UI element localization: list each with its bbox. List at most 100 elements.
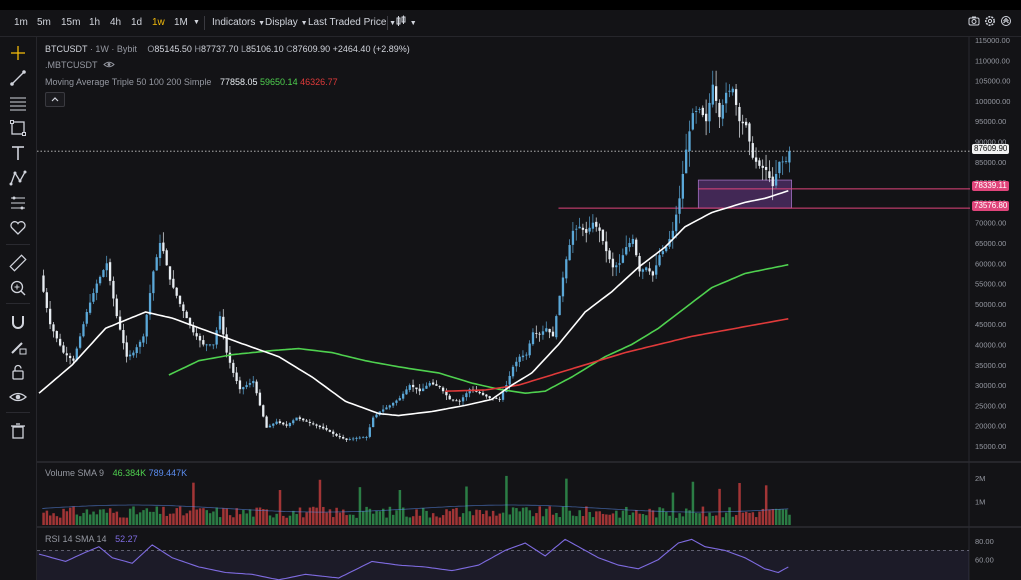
eye-icon[interactable] bbox=[103, 60, 115, 69]
crosshair-tool[interactable] bbox=[8, 43, 28, 63]
high-value: 87737.70 bbox=[200, 44, 239, 54]
candle-body bbox=[738, 106, 741, 122]
fullscreen-button[interactable] bbox=[1000, 15, 1012, 31]
volume-bar bbox=[258, 507, 262, 525]
chevron-down-icon: ▼ bbox=[389, 20, 397, 27]
magnet-tool[interactable] bbox=[8, 312, 28, 332]
candle-body bbox=[764, 166, 768, 170]
volume-bar bbox=[625, 506, 628, 525]
volume-tick-label: 1M bbox=[975, 498, 985, 507]
candle-body bbox=[651, 271, 655, 276]
delete-tool[interactable] bbox=[8, 421, 28, 441]
volume-bar bbox=[192, 482, 195, 525]
candle-body bbox=[455, 400, 458, 402]
candle-body bbox=[138, 341, 142, 347]
volume-label[interactable]: Volume SMA 9 bbox=[45, 468, 105, 478]
close-value: 87609.90 bbox=[292, 44, 331, 54]
volume-bar bbox=[665, 511, 668, 525]
rsi-label[interactable]: RSI 14 SMA 14 bbox=[45, 534, 107, 544]
volume-bar bbox=[418, 515, 422, 525]
ma-label[interactable]: Moving Average Triple 50 100 200 Simple bbox=[45, 77, 212, 87]
interval-1M[interactable]: 1M bbox=[174, 17, 188, 28]
pattern-tool[interactable] bbox=[8, 168, 28, 188]
interval-1m[interactable]: 1m bbox=[14, 17, 28, 28]
volume-bar bbox=[451, 508, 455, 525]
rectangle-tool[interactable] bbox=[8, 118, 28, 138]
candle-body bbox=[711, 84, 714, 105]
volume-bar bbox=[541, 516, 545, 525]
text-tool[interactable] bbox=[8, 143, 28, 163]
candle-body bbox=[302, 418, 305, 421]
candle-body bbox=[401, 393, 405, 399]
camera-button[interactable] bbox=[968, 15, 980, 31]
candle-body bbox=[278, 421, 282, 423]
lower-level-tag: 73576.80 bbox=[972, 201, 1010, 211]
interval-4h[interactable]: 4h bbox=[110, 17, 122, 28]
display-button[interactable]: Display ▼ bbox=[265, 15, 308, 31]
rsi-tick-label: 60.00 bbox=[975, 556, 994, 565]
volume-value: 46.384K bbox=[112, 468, 147, 478]
display-label: Display bbox=[265, 17, 298, 28]
volume-bar bbox=[518, 511, 522, 525]
volume-bar bbox=[118, 517, 122, 525]
volume-bar bbox=[711, 515, 715, 525]
candle-body bbox=[421, 388, 425, 392]
candle-body bbox=[395, 400, 398, 403]
sidebar-divider bbox=[6, 244, 30, 245]
volume-bar bbox=[82, 512, 85, 525]
candle-body bbox=[272, 423, 275, 426]
favorites-tool[interactable] bbox=[8, 218, 28, 238]
volume-bar bbox=[398, 489, 402, 525]
volume-bar bbox=[255, 507, 258, 525]
candle-body bbox=[658, 255, 661, 266]
symbol-name[interactable]: BTCUSDT bbox=[45, 44, 88, 54]
horizontal-lines-tool[interactable] bbox=[8, 93, 28, 113]
volume-bar bbox=[721, 517, 725, 525]
ruler-tool[interactable] bbox=[8, 253, 28, 273]
interval-1d[interactable]: 1d bbox=[131, 17, 143, 28]
volume-bar bbox=[142, 510, 145, 525]
interval-1w[interactable]: 1w bbox=[152, 17, 165, 28]
volume-bar bbox=[621, 510, 625, 525]
candle-body bbox=[661, 251, 665, 255]
interval-dropdown-icon[interactable]: ▼ bbox=[193, 19, 200, 26]
trendline-tool[interactable] bbox=[8, 68, 28, 88]
interval-5m[interactable]: 5m bbox=[37, 17, 51, 28]
volume-bar bbox=[595, 511, 598, 525]
candle-body bbox=[215, 330, 218, 345]
volume-bar bbox=[551, 514, 555, 525]
volume-bar bbox=[728, 507, 731, 525]
volume-bar bbox=[155, 506, 159, 525]
interval-15m[interactable]: 15m bbox=[61, 17, 81, 28]
visibility-tool[interactable] bbox=[8, 387, 28, 407]
interval-1h[interactable]: 1h bbox=[89, 17, 101, 28]
volume-sma-value: 789.447K bbox=[148, 468, 188, 478]
candle-body bbox=[761, 165, 764, 168]
candle-body bbox=[178, 295, 182, 304]
settings-button[interactable] bbox=[984, 15, 996, 31]
collapse-legend-button[interactable] bbox=[45, 92, 65, 107]
volume-bar bbox=[242, 509, 245, 525]
volume-bar bbox=[162, 506, 165, 525]
forecast-tool[interactable] bbox=[8, 193, 28, 213]
chart-area[interactable]: 15000.00 20000.00 25000.00 30000.00 35000.00… bbox=[37, 37, 1021, 580]
volume-bar bbox=[315, 507, 318, 525]
eye-icon bbox=[9, 392, 27, 402]
price-chart[interactable]: 15000.00 20000.00 25000.00 30000.00 35000.00… bbox=[37, 37, 1021, 580]
volume-bar bbox=[272, 517, 275, 525]
lock-icon bbox=[12, 364, 24, 380]
price-source-button[interactable]: Last Traded Price ▼ bbox=[308, 15, 396, 31]
candle-body bbox=[282, 422, 285, 425]
lock-tool[interactable] bbox=[8, 362, 28, 382]
indicators-button[interactable]: Indicators ▼ bbox=[212, 15, 265, 31]
candle-body bbox=[681, 173, 684, 199]
candle-body bbox=[788, 151, 791, 163]
drawing-mode-tool[interactable] bbox=[8, 337, 28, 357]
candle-body bbox=[648, 268, 651, 272]
chart-type-button[interactable]: ▼ bbox=[395, 15, 417, 31]
price-tick-label: 65000.00 bbox=[975, 239, 1006, 248]
ma100-line bbox=[168, 263, 789, 395]
volume-bar bbox=[741, 512, 745, 525]
zoom-tool[interactable] bbox=[8, 278, 28, 298]
volume-bar bbox=[515, 508, 518, 525]
